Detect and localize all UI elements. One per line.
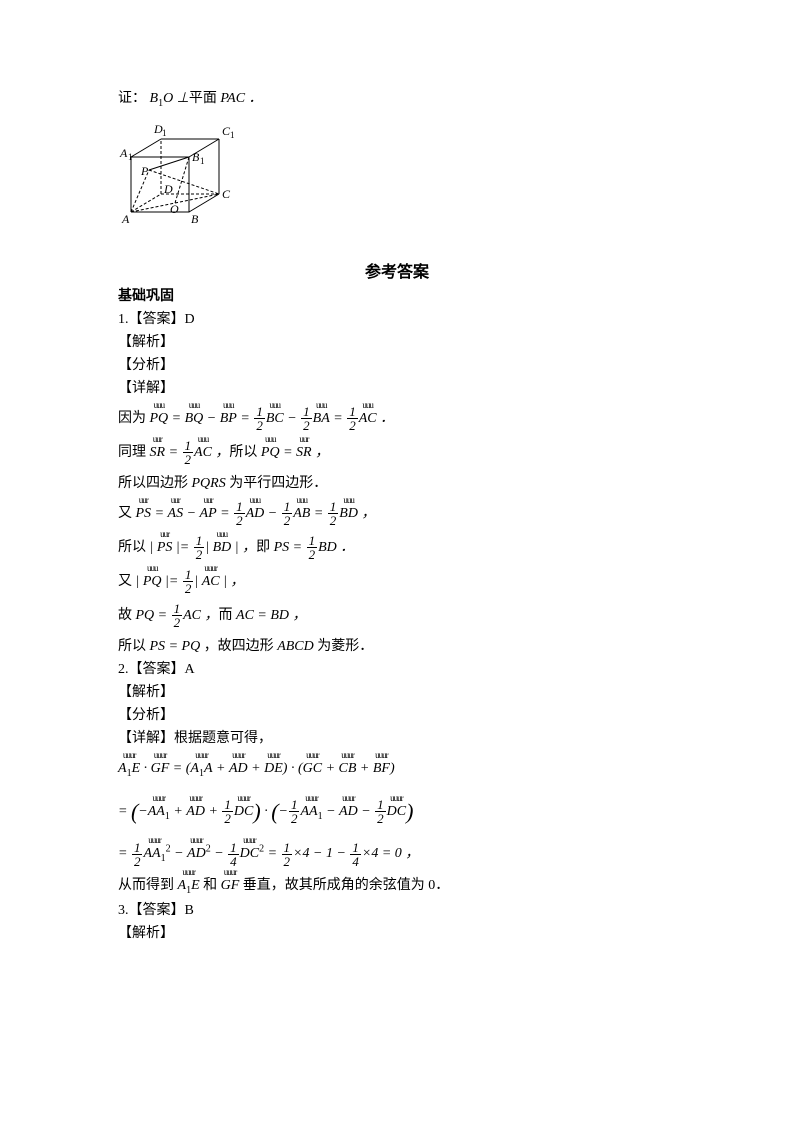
q3-answer-label: 【答案】 [129, 903, 185, 918]
q1-eq7: 故 PQ = 12AC ，而 AC = BD ， [118, 602, 676, 630]
proof-prefix: 证： [118, 91, 146, 106]
cube-diagram: D1 C1 A1 B1 P D C A O B [118, 115, 676, 250]
proof-line: 证： B1O ⊥平面 PAC ． [118, 88, 676, 111]
q2-answer-label: 【答案】 [129, 662, 185, 677]
q2-jiexi: 【解析】 [118, 682, 676, 703]
q1-answer: D [185, 312, 195, 327]
q1-eq2: 同理 SR = 12AC ，所以 PQ = SR ， [118, 439, 676, 467]
svg-text:B: B [191, 212, 199, 226]
q2-num: 2. [118, 662, 129, 677]
q3-answer-line: 3.【答案】B [118, 900, 676, 921]
svg-text:A: A [121, 212, 130, 226]
q3-answer: B [185, 903, 194, 918]
q2-eq3: = 12AA12 − AD2 − 14DC2 = 12×4 − 1 − 14×4… [118, 840, 676, 869]
q1-num: 1. [118, 312, 129, 327]
svg-text:C: C [222, 187, 231, 201]
q1-jiexi: 【解析】 [118, 332, 676, 353]
svg-text:A: A [119, 146, 128, 160]
svg-text:1: 1 [200, 156, 205, 166]
q2-answer: A [185, 662, 195, 677]
svg-text:1: 1 [128, 152, 133, 162]
q1-eq5: 所以 | PS |= 12| BD | ，即 PS = 12BD ． [118, 534, 676, 562]
q1-answer-line: 1.【答案】D [118, 309, 676, 330]
q1-eq6: 又 | PQ |= 12| AC | ， [118, 568, 676, 596]
proof-math: B1O ⊥平面 PAC ． [150, 91, 263, 106]
svg-text:P: P [140, 164, 149, 178]
q1-answer-label: 【答案】 [129, 312, 185, 327]
q2-fenxi: 【分析】 [118, 705, 676, 726]
svg-text:1: 1 [162, 128, 167, 138]
answers-title: 参考答案 [118, 258, 676, 282]
q3-num: 3. [118, 903, 129, 918]
q2-answer-line: 2.【答案】A [118, 659, 676, 680]
q1-eq1: 因为 PQ = BQ − BP = 12BC − 12BA = 12AC ． [118, 405, 676, 433]
svg-text:1: 1 [230, 130, 235, 140]
q1-eq4: 又 PS = AS − AP = 12AD − 12AB = 12BD ， [118, 500, 676, 528]
section-title: 基础巩固 [118, 286, 676, 307]
svg-text:B: B [192, 150, 200, 164]
q2-eq1: A1E · GF = (A1A + AD + DE) · (GC + CB + … [118, 755, 676, 784]
q1-fenxi: 【分析】 [118, 355, 676, 376]
q3-jiexi: 【解析】 [118, 923, 676, 944]
svg-text:D: D [163, 182, 173, 196]
q2-concl: 从而得到 A1E 和 GF 垂直，故其所成角的余弦值为 0． [118, 875, 676, 898]
q1-l8: 所以 PS = PQ ，故四边形 ABCD 为菱形． [118, 636, 676, 657]
svg-text:O: O [170, 202, 179, 216]
q2-eq2: = (−AA1 + AD + 12DC) · (−12AA1 − AD − 12… [118, 790, 676, 834]
